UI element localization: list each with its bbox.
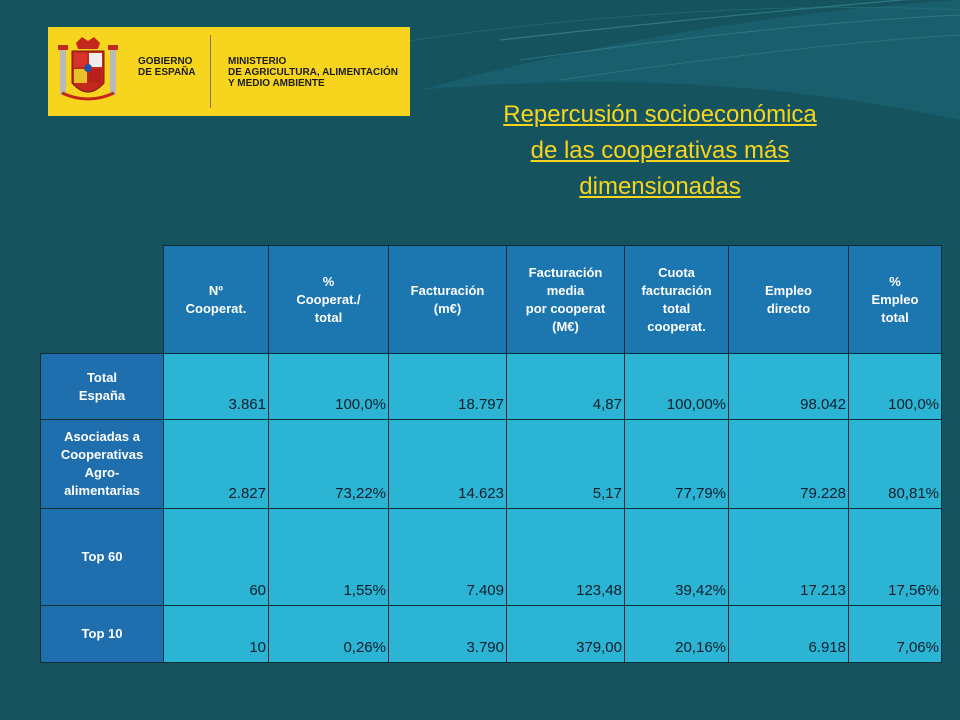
table-cell: 3.790 [388,605,507,663]
column-header: Cuota facturación total cooperat. [624,245,729,354]
column-header-line: Facturación [528,264,603,280]
table-row: Top 60 60 1,55% 7.409 123,48 39,42% 17.213 17,5… [40,508,942,606]
table-cell: 100,0% [848,353,942,420]
column-header: % Cooperat./ total [268,245,389,354]
coat-of-arms-icon [58,37,118,101]
column-header-line: Nº [208,282,224,298]
row-label: Asociadas a Cooperativas Agro-alimentarias [40,419,164,509]
title-line: de las cooperativas más [530,137,790,164]
row-label: Top 60 [40,508,164,606]
row-label-line: alimentarias [64,483,140,498]
page-title: Repercusión socioeconómica de las cooper… [440,97,880,205]
table-row: Total España 3.861 100,0% 18.797 4,87 100,00% 9… [40,353,942,420]
table-cell: 73,22% [268,419,389,509]
table-cell: 14.623 [388,419,507,509]
background-wave [299,0,960,120]
column-header: Facturación media por cooperat (M€) [506,245,625,354]
row-label-line: Asociadas a [64,429,140,444]
column-header-line: directo [766,300,811,316]
table-cell: 80,81% [848,419,942,509]
table-corner [40,245,164,354]
column-header-line: Cooperat./ [296,291,361,307]
column-header-line: por cooperat [525,300,606,316]
column-header-line: total [881,309,909,325]
column-header: Facturación (m€) [388,245,507,354]
column-header-line: Cuota [658,264,695,280]
table-cell: 123,48 [506,508,625,606]
row-label-line: Total [86,369,118,385]
table-cell: 39,42% [624,508,729,606]
table-cell: 0,26% [268,605,389,663]
header-row: Nº Cooperat. % Cooperat./ total Facturación… [40,245,942,354]
ministerio-line: Y MEDIO AMBIENTE [228,78,325,89]
table-cell: 100,0% [268,353,389,420]
table-cell: 79.228 [728,419,849,509]
row-label-line: Top 60 [81,549,123,564]
row-label-line: Cooperativas [60,447,144,462]
table-cell: 3.861 [163,353,269,420]
row-label-line: España [78,387,126,403]
column-header-line: % [889,273,901,289]
logo-divider [210,35,211,108]
title-line: Repercusión socioeconómica [503,101,817,128]
ministerio-line: DE AGRICULTURA, ALIMENTACIÓN [228,67,398,78]
table-cell: 7,06% [848,605,942,663]
table-row: Top 10 10 0,26% 3.790 379,00 20,16% 6.918 7,06% [40,605,942,663]
table-cell: 1,55% [268,508,389,606]
table-cell: 7.409 [388,508,507,606]
column-header-line: (m€) [433,300,462,316]
gobierno-text: GOBIERNO DE ESPAÑA [138,56,208,78]
table-body: Nº Cooperat. % Cooperat./ total Facturación… [40,245,942,663]
column-header-line: facturación [641,282,712,298]
column-header-line: % [322,273,335,289]
table-cell: 77,79% [624,419,729,509]
table-cell: 98.042 [728,353,849,420]
table-cell: 2.827 [163,419,269,509]
row-label: Total España [40,353,164,420]
column-header-line: total [662,300,691,316]
gobierno-line: GOBIERNO [138,56,193,67]
title-line: dimensionadas [579,173,741,200]
cooperatives-table: Nº Cooperat. % Cooperat./ total Facturación… [40,245,942,663]
column-header-line: Empleo [871,291,919,307]
column-header-line: (M€) [552,318,579,334]
table-cell: 10 [163,605,269,663]
table-cell: 18.797 [388,353,507,420]
row-label-line: Agro- [84,465,120,480]
column-header-line: cooperat. [647,318,706,334]
column-header-line: Cooperat. [185,300,247,316]
column-header-line: total [314,309,343,325]
table-cell: 60 [163,508,269,606]
column-header: Nº Cooperat. [163,245,269,354]
column-header-line: media [546,282,585,298]
column-header: % Empleo total [848,245,942,354]
table-cell: 4,87 [506,353,625,420]
column-header-line: Empleo [765,282,812,298]
table-cell: 20,16% [624,605,729,663]
table-cell: 17.213 [728,508,849,606]
column-header: Empleo directo [728,245,849,354]
row-label: Top 10 [40,605,164,663]
column-header-line: Facturación [410,282,485,298]
table-cell: 379,00 [506,605,625,663]
ministerio-line: MINISTERIO [228,56,287,67]
table-cell: 6.918 [728,605,849,663]
row-label-line: Top 10 [81,626,123,641]
table-cell: 100,00% [624,353,729,420]
table-cell: 5,17 [506,419,625,509]
government-logo: GOBIERNO DE ESPAÑA MINISTERIO DE AGRICUL… [48,27,410,116]
ministerio-text: MINISTERIO DE AGRICULTURA, ALIMENTACIÓN … [228,56,408,89]
table-cell: 17,56% [848,508,942,606]
table-row: Asociadas a Cooperativas Agro-alimentarias… [40,419,942,509]
gobierno-line: DE ESPAÑA [138,67,196,78]
